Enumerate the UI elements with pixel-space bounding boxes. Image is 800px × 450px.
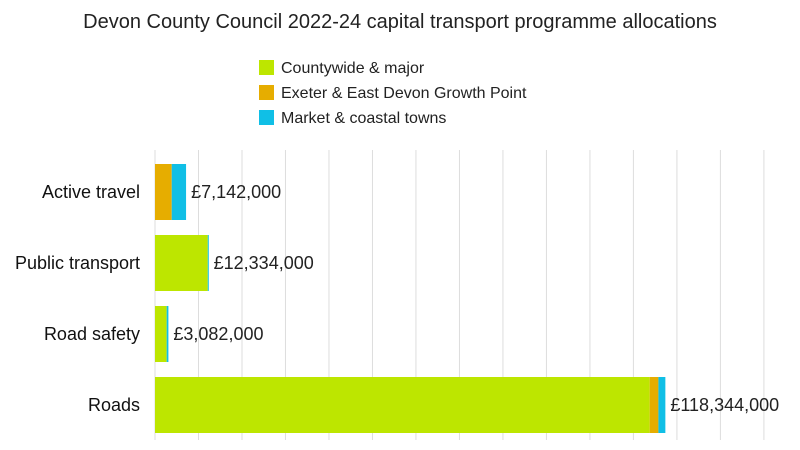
total-label-4: £118,344,000: [670, 395, 779, 415]
legend-label-3: Market & coastal towns: [281, 110, 446, 127]
legend-swatch-1: [259, 60, 274, 75]
category-label-3: Road safety: [44, 324, 140, 344]
legend: Countywide & major Exeter & East Devon Gr…: [259, 60, 527, 127]
chart-title: Devon County Council 2022-24 capital tra…: [83, 11, 717, 33]
category-label-1: Active travel: [42, 182, 140, 202]
gridlines: [154, 150, 765, 440]
legend-swatch-3: [259, 110, 274, 125]
total-labels: £7,142,000 £12,334,000 £3,082,000 £118,344,…: [173, 182, 779, 415]
bar-segment-3-3: [166, 306, 169, 362]
legend-label-2: Exeter & East Devon Growth Point: [281, 85, 527, 102]
bar-segment-3-1: [155, 306, 167, 362]
category-label-2: Public transport: [15, 253, 140, 273]
total-label-3: £3,082,000: [173, 324, 263, 344]
legend-label-1: Countywide & major: [281, 60, 425, 77]
category-label-4: Roads: [88, 395, 140, 415]
bar-segment-4-1: [155, 377, 650, 433]
bar-segment-2-3: [207, 235, 209, 291]
bars: [155, 164, 666, 433]
bar-segment-1-3: [171, 164, 187, 220]
bar-segment-4-3: [658, 377, 666, 433]
bar-segment-1-2: [155, 164, 172, 220]
bar-segment-4-2: [649, 377, 659, 433]
legend-swatch-2: [259, 85, 274, 100]
bar-segment-2-1: [155, 235, 208, 291]
category-labels: Active travel Public transport Road safety…: [15, 182, 140, 415]
total-label-2: £12,334,000: [214, 253, 314, 273]
total-label-1: £7,142,000: [191, 182, 281, 202]
